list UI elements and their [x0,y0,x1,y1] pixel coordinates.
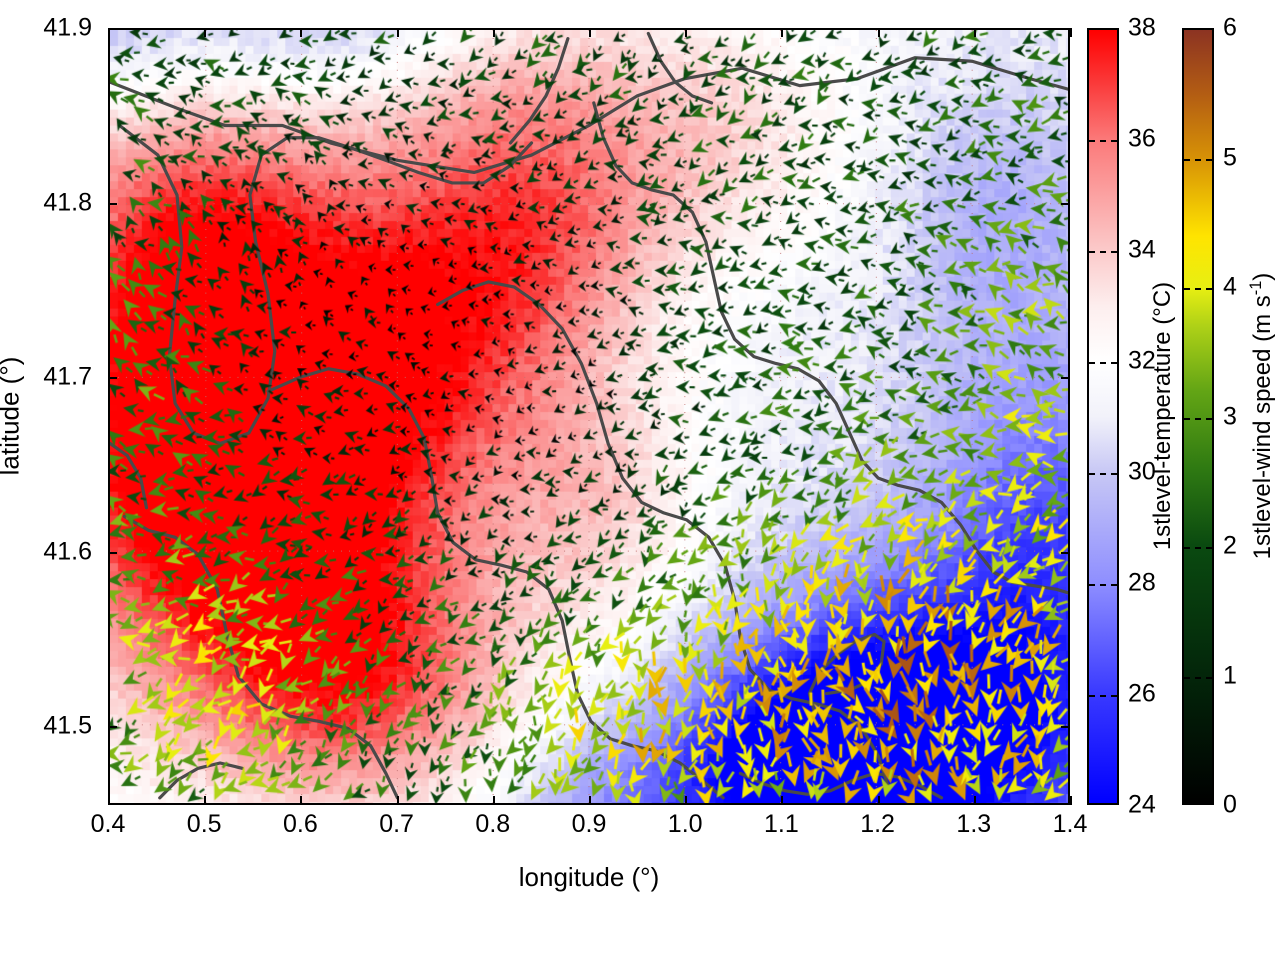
colorbar-tick-mark [1184,547,1212,549]
y-tick-mark [108,28,117,30]
y-tick-mark [108,202,117,205]
x-axis-title: longitude (°) [518,862,660,892]
colorbar-tick-label: 5 [1223,143,1237,171]
colorbar-tick-label: 32 [1128,346,1156,375]
x-tick-mark [396,28,399,37]
colorbar-tick-label: 1 [1223,661,1237,689]
temperature-colorbar [1087,28,1119,805]
y-tick-mark [1061,28,1070,30]
colorbar-tick-label: 2 [1223,531,1237,560]
colorbar-tick-mark [1089,695,1117,697]
x-tick-mark [781,28,784,37]
x-tick-mark [396,796,399,805]
y-tick-label: 41.7 [43,362,92,391]
colorbar-tick-mark [1184,417,1212,420]
y-tick-mark [1061,726,1070,729]
temperature-colorbar-title: 1stlevel-temperature (°C) [1149,281,1176,551]
wind-title-exponent: -1 [1247,280,1265,296]
colorbar-tick-label: 4 [1223,272,1237,301]
x-tick-mark [492,28,495,37]
y-tick-label: 41.6 [43,537,92,566]
wind-title-suffix: ) [1249,272,1276,281]
x-tick-label: 0.5 [186,810,222,838]
wind-vector-arrows [110,30,1068,803]
x-tick-mark [492,796,495,805]
y-tick-mark [108,551,117,554]
y-tick-mark [108,726,117,729]
x-tick-mark [973,28,976,37]
x-tick-mark [589,796,591,805]
x-tick-mark [877,796,880,805]
x-tick-label: 1.4 [1052,810,1088,838]
x-tick-mark [204,796,207,805]
y-tick-label: 41.9 [43,13,92,42]
colorbar-tick-label: 6 [1223,13,1237,42]
x-tick-mark [685,796,688,805]
y-tick-label: 41.5 [43,711,92,740]
y-axis-title: latitude (°) [0,356,25,476]
x-tick-label: 0.8 [475,810,511,838]
y-tick-mark [108,377,117,380]
colorbar-tick-mark [1089,251,1117,253]
wind-speed-colorbar [1182,28,1214,805]
x-tick-mark [108,796,110,805]
x-tick-mark [589,28,591,37]
colorbar-tick-mark [1184,676,1212,679]
x-tick-label: 1.3 [956,810,992,838]
wind-title-prefix: 1stlevel-wind speed (m s [1249,295,1276,560]
colorbar-tick-mark [1089,473,1117,475]
x-tick-mark [973,796,976,805]
x-tick-mark [685,28,688,37]
x-tick-mark [877,28,880,37]
colorbar-tick-label: 3 [1223,402,1237,430]
x-tick-mark [1070,28,1072,37]
x-tick-mark [204,28,207,37]
colorbar-tick-label: 38 [1128,13,1156,42]
wind-speed-colorbar-title: 1stlevel-wind speed (m s-1) [1247,273,1277,560]
x-tick-label: 1.0 [667,810,703,838]
colorbar-tick-label: 26 [1128,679,1156,708]
plot-area [108,28,1070,805]
x-tick-label: 0.6 [283,810,318,838]
x-tick-label: 1.2 [860,810,895,838]
colorbar-tick-mark [1089,362,1117,364]
x-tick-mark [108,28,110,37]
x-tick-mark [781,796,784,805]
colorbar-tick-mark [1184,158,1212,161]
x-tick-mark [300,796,303,805]
colorbar-tick-mark [1089,140,1117,142]
y-tick-mark [1061,551,1070,554]
y-tick-label: 41.8 [43,188,92,217]
x-tick-mark [1070,796,1072,805]
colorbar-tick-label: 34 [1128,235,1156,264]
colorbar-tick-label: 24 [1128,790,1156,819]
x-tick-mark [300,28,303,37]
x-tick-label: 1.1 [764,810,799,838]
colorbar-tick-mark [1089,584,1117,586]
x-tick-label: 0.7 [379,810,414,838]
colorbar-tick-label: 36 [1128,124,1156,153]
y-tick-mark [1061,202,1070,205]
x-tick-label: 0.4 [90,810,126,838]
x-tick-label: 0.9 [571,810,607,838]
colorbar-tick-label: 0 [1223,790,1237,819]
colorbar-tick-mark [1184,288,1212,290]
y-tick-mark [1061,377,1070,380]
colorbar-tick-label: 30 [1128,457,1156,486]
colorbar-tick-label: 28 [1128,568,1156,597]
